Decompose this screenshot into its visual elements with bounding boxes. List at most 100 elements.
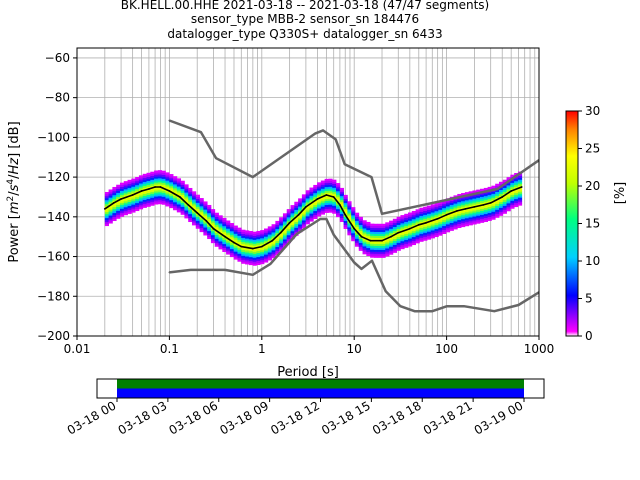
heatmap-cell — [260, 232, 265, 235]
heatmap-cell — [108, 193, 113, 196]
heatmap-cell — [324, 188, 329, 192]
median-point — [408, 227, 411, 230]
heatmap-cell — [343, 212, 348, 216]
heatmap-cell — [415, 239, 420, 242]
heatmap-cell — [332, 183, 337, 186]
heatmap-cell — [366, 225, 371, 229]
heatmap-cell — [381, 233, 386, 236]
heatmap-cell — [207, 234, 212, 238]
heatmap-cell — [263, 256, 269, 259]
heatmap-cell — [275, 236, 280, 240]
timeline-tick-label: 03-18 00 — [65, 398, 119, 437]
heatmap-cell — [222, 217, 227, 221]
heatmap-cell — [142, 193, 147, 196]
heatmap-cell — [248, 240, 254, 244]
timeline-bar — [117, 388, 524, 398]
heatmap-cell — [354, 244, 360, 247]
heatmap-cell — [468, 211, 473, 214]
heatmap-cell — [347, 227, 352, 230]
heatmap-cell — [279, 227, 284, 230]
heatmap-cell — [195, 224, 200, 227]
heatmap-cell — [123, 210, 128, 214]
heatmap-cell — [218, 221, 223, 224]
heatmap-cell — [214, 226, 219, 229]
heatmap-cell — [426, 221, 432, 224]
heatmap-cell — [176, 202, 182, 205]
noise-model-high-point — [168, 119, 171, 122]
x-axis-ticks: 0.01 0.1 1 10 100 1000 — [64, 336, 554, 356]
heatmap-cell — [290, 220, 295, 224]
heatmap-cell — [161, 198, 166, 201]
heatmap-cell — [373, 231, 379, 235]
heatmap-cell — [442, 205, 447, 209]
heatmap-cell — [419, 231, 424, 234]
heatmap-cell — [442, 229, 447, 233]
heatmap-cell — [464, 221, 470, 225]
heatmap-cell — [400, 234, 405, 238]
heatmap-cell — [184, 190, 189, 193]
timeline-tick-label: 03-19 00 — [472, 398, 526, 437]
heatmap-cell — [468, 217, 473, 220]
heatmap-cell — [506, 205, 511, 208]
heatmap-cell — [195, 194, 200, 197]
heatmap-cell — [461, 224, 466, 228]
heatmap-cell — [123, 212, 128, 216]
heatmap-cell — [370, 249, 375, 252]
heatmap-cell — [480, 206, 485, 209]
heatmap-cell — [210, 232, 216, 236]
heatmap-cell — [127, 205, 132, 208]
heatmap-cell — [328, 184, 333, 187]
heatmap-cell — [453, 195, 458, 198]
heatmap-cell — [453, 213, 458, 216]
heatmap-cell — [229, 254, 235, 258]
heatmap-cell — [487, 198, 492, 202]
heatmap-cell — [480, 212, 485, 215]
heatmap-cell — [210, 234, 216, 238]
heatmap-cell — [248, 231, 254, 234]
heatmap-cell — [188, 189, 193, 193]
heatmap-cell — [275, 232, 280, 236]
heatmap-cell — [123, 202, 128, 206]
heatmap-cell — [480, 192, 485, 196]
heatmap-cell — [366, 223, 371, 227]
heatmap-cell — [438, 223, 443, 226]
heatmap-cell — [294, 231, 299, 234]
heatmap-cell — [108, 213, 113, 216]
heatmap-cell — [487, 200, 492, 204]
heatmap-cell — [354, 214, 360, 217]
heatmap-cell — [449, 202, 454, 206]
heatmap-cell — [472, 198, 477, 201]
median-point — [464, 208, 467, 210]
heatmap-cell — [328, 196, 333, 199]
heatmap-cell — [146, 186, 151, 189]
heatmap-cell — [180, 184, 185, 187]
heatmap-cell — [415, 229, 420, 232]
heatmap-cell — [415, 235, 420, 238]
heatmap-cell — [195, 198, 200, 201]
heatmap-cell — [328, 180, 333, 183]
heatmap-cell — [502, 211, 507, 214]
heatmap-cell — [237, 253, 242, 256]
median-point — [344, 213, 347, 216]
heatmap-cell — [317, 198, 322, 201]
heatmap-cell — [415, 225, 420, 228]
colorbar — [565, 110, 579, 337]
heatmap-cell — [313, 204, 318, 208]
heatmap-cell — [389, 250, 394, 253]
heatmap-cell — [233, 237, 238, 240]
heatmap-cell — [169, 187, 174, 191]
noise-model-high-point — [200, 131, 202, 134]
heatmap-cell — [320, 212, 326, 215]
heatmap-cell — [415, 217, 420, 220]
heatmap-cell — [408, 222, 413, 225]
heatmap-cell — [317, 184, 322, 187]
heatmap-cell — [233, 257, 238, 260]
heatmap-cell — [241, 255, 246, 258]
heatmap-cell — [404, 229, 409, 232]
heatmap-cell — [324, 186, 329, 190]
heatmap-cell — [305, 190, 310, 193]
heatmap-cell — [332, 203, 337, 206]
heatmap-cell — [483, 217, 489, 220]
heatmap-cell — [222, 239, 227, 243]
heatmap-cell — [210, 215, 216, 218]
